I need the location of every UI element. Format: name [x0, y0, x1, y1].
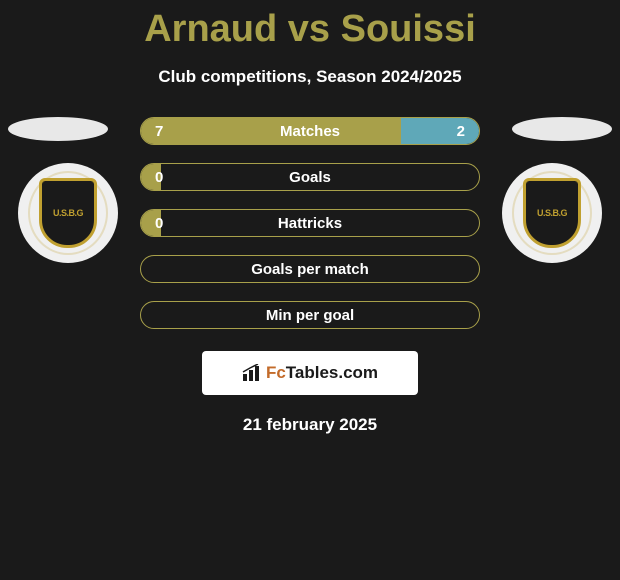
left-player-marker: [8, 117, 108, 141]
stat-bar: Goals0: [140, 163, 480, 191]
bar-label: Goals per match: [141, 261, 479, 278]
shield-icon: U.S.B.G: [39, 178, 97, 248]
brand-box[interactable]: FcTables.com: [202, 351, 418, 395]
date-text: 21 february 2025: [0, 415, 620, 435]
right-player-marker: [512, 117, 612, 141]
bar-label: Hattricks: [141, 215, 479, 232]
right-team-badge: U.S.B.G: [502, 163, 602, 263]
bar-value-left: 7: [155, 123, 163, 140]
bar-value-right: 2: [457, 123, 465, 140]
bar-label: Min per goal: [141, 307, 479, 324]
stats-bars: Matches72Goals0Hattricks0Goals per match…: [140, 117, 480, 329]
bar-label: Goals: [141, 169, 479, 186]
left-team-badge: U.S.B.G: [18, 163, 118, 263]
bar-label: Matches: [141, 123, 479, 140]
comparison-area: U.S.B.G U.S.B.G Matches72Goals0Hattricks…: [0, 117, 620, 329]
shield-icon: U.S.B.G: [523, 178, 581, 248]
stat-bar: Hattricks0: [140, 209, 480, 237]
chart-icon: [242, 364, 262, 382]
brand-text: FcTables.com: [266, 363, 378, 383]
stat-bar: Matches7 2: [140, 117, 480, 145]
stat-bar: Min per goal: [140, 301, 480, 329]
subtitle: Club competitions, Season 2024/2025: [0, 67, 620, 87]
page-title: Arnaud vs Souissi: [0, 0, 620, 51]
stat-bar: Goals per match: [140, 255, 480, 283]
bar-value-left: 0: [155, 169, 163, 186]
bar-value-left: 0: [155, 215, 163, 232]
